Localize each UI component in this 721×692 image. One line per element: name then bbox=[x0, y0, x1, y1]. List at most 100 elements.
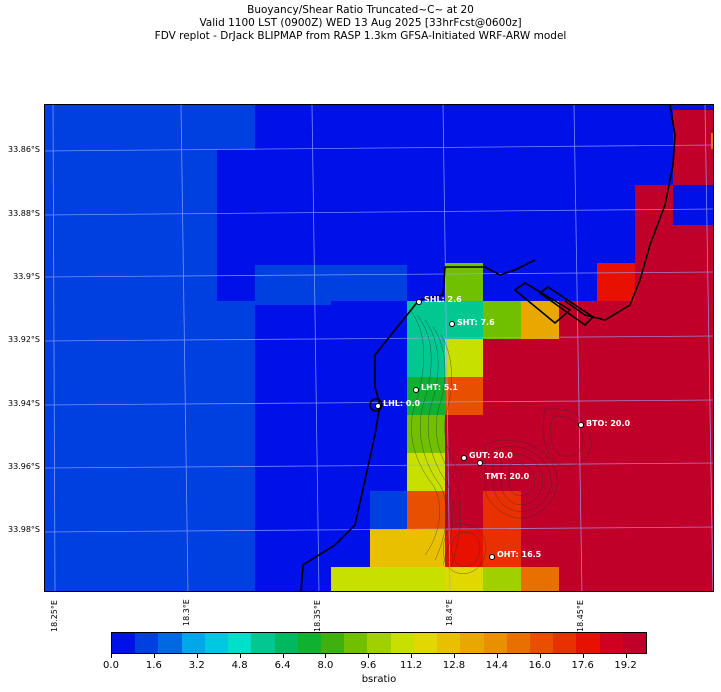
site-marker bbox=[413, 387, 419, 393]
colorbar-swatch bbox=[529, 633, 554, 653]
field-cells bbox=[45, 105, 713, 591]
field-cell bbox=[483, 529, 521, 567]
title-line-1: Buoyancy/Shear Ratio Truncated~C~ at 20 bbox=[247, 4, 474, 16]
site-marker bbox=[461, 455, 467, 461]
colorbar-swatch bbox=[367, 633, 391, 653]
colorbar-tick-label: 3.2 bbox=[188, 660, 205, 671]
site-marker bbox=[578, 422, 584, 428]
field-cell bbox=[407, 491, 445, 529]
site-markers: SHL: 2.6 SHT: 7.6 LHT: 5.1 LHL: 0.0 BTO:… bbox=[375, 295, 631, 560]
colorbar-swatch bbox=[158, 633, 182, 653]
colorbar-tick-label: 0.0 bbox=[103, 660, 119, 671]
colorbar bbox=[111, 632, 647, 654]
colorbar-swatch bbox=[437, 633, 461, 653]
harbour-breakwater bbox=[538, 286, 595, 327]
field-cell bbox=[483, 491, 521, 529]
coastline-path bbox=[369, 398, 383, 412]
colorbar-swatch bbox=[297, 633, 321, 653]
title-line-3: FDV replot - DrJack BLIPMAP from RASP 1.… bbox=[154, 30, 567, 42]
colorbar-tick-mark bbox=[496, 654, 498, 658]
graticule-line bbox=[45, 526, 713, 533]
colorbar-tick-label: 19.2 bbox=[614, 660, 637, 671]
colorbar-tick-mark bbox=[111, 654, 112, 658]
graticule-line bbox=[704, 105, 713, 591]
graticule-line bbox=[442, 105, 451, 591]
colorbar-tick-mark bbox=[282, 654, 284, 658]
colorbar-tick-mark bbox=[454, 654, 456, 658]
colorbar-swatch bbox=[135, 633, 159, 653]
lat-tick-label: 33.92°S bbox=[8, 335, 40, 344]
lat-tick-label: 33.88°S bbox=[8, 209, 40, 218]
colorbar-swatch bbox=[344, 633, 368, 653]
site-label: OHT: 16.5 bbox=[497, 550, 542, 559]
colorbar-tick-label: 6.4 bbox=[274, 660, 291, 671]
field-cell bbox=[331, 567, 445, 591]
lon-tick-label: 18.3°E bbox=[182, 599, 191, 626]
colorbar-tick-label: 8.0 bbox=[317, 660, 334, 671]
colorbar-swatch bbox=[251, 633, 275, 653]
colorbar-tick-mark bbox=[411, 654, 413, 658]
colorbar-swatch bbox=[181, 633, 205, 653]
colorbar-tick-mark bbox=[325, 654, 327, 658]
field-cell bbox=[483, 301, 521, 339]
map-title: Buoyancy/Shear Ratio Truncated~C~ at 20 … bbox=[0, 4, 721, 43]
colorbar-tick-mark bbox=[153, 654, 155, 658]
colorbar-tick-mark bbox=[196, 654, 198, 658]
colorbar-swatch bbox=[204, 633, 229, 653]
graticule-line bbox=[52, 105, 56, 591]
colorbar-tick-label: 12.8 bbox=[442, 660, 466, 671]
colorbar-tick-label: 14.4 bbox=[485, 660, 509, 671]
field-cell bbox=[370, 301, 408, 381]
lat-tick-label: 33.98°S bbox=[8, 525, 40, 534]
site-marker bbox=[477, 460, 483, 466]
graticule-line bbox=[45, 335, 713, 342]
site-label: SHL: 2.6 bbox=[424, 295, 462, 304]
field-cell bbox=[673, 185, 713, 225]
colorbar-swatch bbox=[622, 633, 647, 653]
field-cell bbox=[521, 567, 559, 591]
field-cell bbox=[445, 567, 483, 591]
site-label: SHT: 7.6 bbox=[457, 318, 495, 327]
graticule-line bbox=[45, 462, 713, 469]
colorbar-tick-label: 16.0 bbox=[528, 660, 551, 671]
colorbar-swatch bbox=[228, 633, 252, 653]
lat-tick-label: 33.96°S bbox=[8, 462, 40, 471]
site-marker bbox=[449, 321, 455, 327]
colorbar-tick-label: 17.6 bbox=[571, 660, 594, 671]
graticule-line bbox=[45, 208, 713, 216]
terrain-contours bbox=[409, 309, 592, 574]
colorbar-swatch bbox=[483, 633, 507, 653]
harbour-breakwater bbox=[513, 282, 572, 325]
colorbar-swatch bbox=[320, 633, 345, 653]
colorbar-swatch bbox=[599, 633, 623, 653]
lon-tick-label: 18.25°E bbox=[50, 600, 59, 632]
field-cell bbox=[711, 133, 713, 149]
coastline-path bbox=[564, 105, 676, 321]
field-cell bbox=[445, 529, 483, 567]
title-line-2: Valid 1100 LST (0900Z) WED 13 Aug 2025 [… bbox=[199, 17, 522, 29]
field-cell bbox=[217, 265, 255, 301]
colorbar-swatch bbox=[553, 633, 577, 653]
field-cell bbox=[255, 105, 713, 150]
field-cell bbox=[255, 265, 407, 305]
field-cell bbox=[597, 263, 635, 301]
site-label: GUT: 20.0 bbox=[469, 451, 513, 460]
field-cell bbox=[370, 529, 446, 567]
graticule-line bbox=[573, 105, 583, 591]
colorbar-tick-mark bbox=[539, 654, 541, 658]
field-cell bbox=[370, 491, 408, 529]
colorbar-swatch bbox=[506, 633, 530, 653]
colorbar-label: bsratio bbox=[361, 674, 397, 685]
lat-tick-label: 33.9°S bbox=[13, 272, 40, 281]
colorbar-swatch bbox=[460, 633, 484, 653]
map-plot-area: SHL: 2.6 SHT: 7.6 LHT: 5.1 LHL: 0.0 BTO:… bbox=[44, 104, 714, 592]
colorbar-swatch bbox=[413, 633, 438, 653]
field-cell bbox=[483, 567, 521, 591]
colorbar-swatch bbox=[112, 633, 136, 653]
lat-tick-label: 33.94°S bbox=[8, 399, 40, 408]
site-marker bbox=[375, 403, 381, 409]
field-cell bbox=[673, 110, 713, 185]
colorbar-tick-label: 1.6 bbox=[145, 660, 162, 671]
bsratio-map: SHL: 2.6 SHT: 7.6 LHT: 5.1 LHL: 0.0 BTO:… bbox=[45, 105, 713, 591]
colorbar-tick-mark bbox=[239, 654, 241, 658]
